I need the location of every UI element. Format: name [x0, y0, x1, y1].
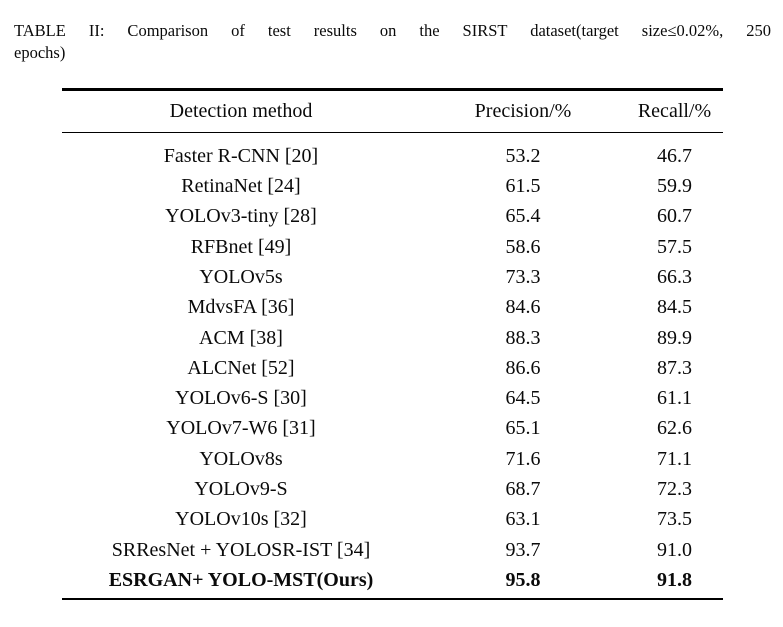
table-cell-method: ALCNet [52]	[187, 356, 295, 379]
table-row: Faster R-CNN [20] 53.2 46.7	[62, 141, 723, 171]
table-cell-precision: 63.1	[505, 508, 541, 531]
table-cell-precision: 68.7	[505, 478, 541, 500]
table-cell-method: SRResNet + YOLOSR-IST [34]	[111, 538, 371, 561]
table-row: YOLOv10s [32] 63.1 73.5	[62, 505, 723, 535]
table-cell-recall: 87.3	[657, 356, 692, 379]
table-row: YOLOv3-tiny [28] 65.4 60.7	[62, 202, 723, 232]
table-cell-recall: 91.0	[657, 538, 692, 561]
results-table: Detection method Precision/% Recall/% Fa…	[62, 88, 723, 601]
table-cell-method: ACM [38]	[199, 326, 283, 349]
table-cell-recall: 89.9	[657, 326, 692, 349]
table-header-rule	[62, 131, 723, 134]
table-row: YOLOv6-S [30] 64.5 61.1	[62, 383, 723, 413]
table-row: RFBnet [49] 58.6 57.5	[62, 232, 723, 262]
table-body: Faster R-CNN [20] 53.2 46.7 RetinaNet [24] 6…	[62, 133, 723, 597]
table-cell-precision: 58.6	[505, 235, 541, 258]
table-cell-method: YOLOv9-S	[194, 478, 288, 500]
column-header-recall: Recall/%	[637, 99, 712, 122]
table-cell-precision: 53.2	[505, 144, 541, 167]
table-cell-recall: 72.3	[657, 478, 692, 500]
table-row: YOLOv7-W6 [31] 65.1 62.6	[62, 414, 723, 444]
table-row: YOLOv5s 73.3 66.3	[62, 262, 723, 292]
table-cell-method: YOLOv5s	[199, 265, 283, 288]
table-row: RetinaNet [24] 61.5 59.9	[62, 171, 723, 201]
table-row: YOLOv9-S 68.7 72.3	[62, 474, 723, 504]
table-cell-precision: 93.7	[505, 538, 541, 561]
table-cell-recall: 62.6	[657, 417, 692, 440]
table-cell-method: RetinaNet [24]	[181, 175, 301, 198]
table-caption: TABLE II: Comparison of test results on …	[14, 20, 771, 64]
table-cell-precision: 64.5	[505, 387, 541, 410]
table-row: SRResNet + YOLOSR-IST [34] 93.7 91.0	[62, 535, 723, 565]
table-cell-precision: 71.6	[505, 447, 541, 470]
table-cell-precision: 95.8	[505, 568, 541, 591]
table-caption-line2: epochs)	[14, 43, 66, 62]
table-cell-method: YOLOv10s [32]	[175, 508, 307, 531]
table-cell-recall: 66.3	[657, 265, 692, 288]
column-header-precision: Precision/%	[474, 99, 572, 122]
table-cell-precision: 88.3	[505, 326, 541, 349]
table-cell-precision: 73.3	[505, 265, 541, 288]
table-cell-recall: 84.5	[657, 296, 692, 319]
table-cell-recall: 59.9	[657, 175, 692, 198]
table-cell-recall: 46.7	[657, 144, 692, 167]
table-cell-method: YOLOv3-tiny [28]	[165, 205, 317, 228]
table-cell-precision: 61.5	[505, 175, 541, 198]
table-cell-method: YOLOv7-W6 [31]	[166, 417, 316, 440]
table-cell-recall: 61.1	[657, 387, 692, 410]
table-row: MdvsFA [36] 84.6 84.5	[62, 293, 723, 323]
table-row: ESRGAN+ YOLO-MST(Ours) 95.8 91.8	[62, 565, 723, 595]
table-cell-precision: 84.6	[505, 296, 541, 319]
table-cell-method: YOLOv6-S [30]	[175, 387, 307, 410]
table-caption-line1: TABLE II: Comparison of test results on …	[14, 21, 771, 40]
table-row: ACM [38] 88.3 89.9	[62, 323, 723, 353]
table-bottom-rule	[62, 597, 723, 601]
table-row: YOLOv8s 71.6 71.1	[62, 444, 723, 474]
table-row: ALCNet [52] 86.6 87.3	[62, 353, 723, 383]
table-cell-recall: 91.8	[657, 568, 692, 591]
table-cell-precision: 65.4	[505, 205, 541, 228]
table-cell-precision: 65.1	[505, 417, 541, 440]
table-cell-method: ESRGAN+ YOLO-MST(Ours)	[108, 568, 374, 591]
table-cell-method: MdvsFA [36]	[187, 296, 295, 319]
table-cell-method: RFBnet [49]	[190, 235, 292, 258]
table-cell-recall: 57.5	[657, 235, 692, 258]
table-header-row: Detection method Precision/% Recall/%	[62, 91, 723, 132]
table-cell-recall: 73.5	[657, 508, 692, 531]
table-cell-recall: 71.1	[657, 447, 692, 470]
table-cell-method: Faster R-CNN [20]	[163, 144, 319, 167]
table-cell-method: YOLOv8s	[199, 447, 283, 470]
table-cell-recall: 60.7	[657, 205, 692, 228]
table-cell-precision: 86.6	[505, 356, 541, 379]
table-top-rule	[62, 88, 723, 91]
column-header-method: Detection method	[169, 99, 313, 122]
